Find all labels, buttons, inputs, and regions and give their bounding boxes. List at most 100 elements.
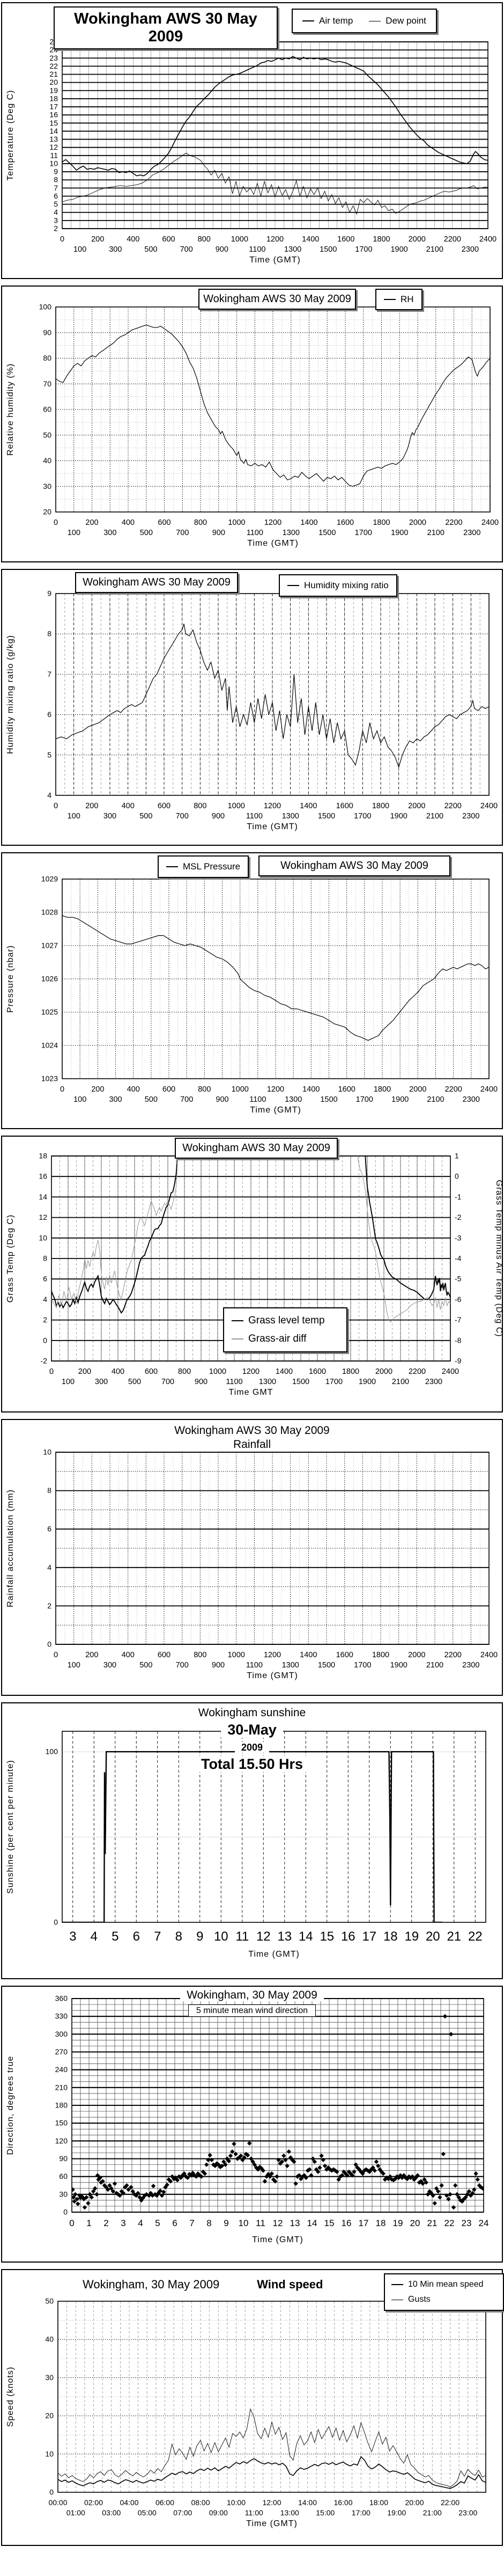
svg-text:14: 14 (49, 127, 58, 135)
svg-text:7: 7 (47, 670, 51, 678)
svg-text:15: 15 (320, 1929, 334, 1944)
svg-text:22: 22 (49, 62, 58, 70)
svg-text:700: 700 (176, 1661, 189, 1670)
svg-text:2000: 2000 (375, 1367, 392, 1376)
svg-text:400: 400 (122, 518, 135, 527)
svg-text:500: 500 (139, 1661, 152, 1670)
wind-speed-chart: 00:00 02:00 04:00 06:00 08:00 10:00 12:00 14:00… (6, 2297, 486, 2528)
svg-text:16: 16 (49, 111, 58, 119)
svg-text:11:00: 11:00 (245, 2508, 263, 2517)
svg-text:500: 500 (139, 812, 152, 821)
svg-text:2100: 2100 (426, 1661, 443, 1670)
svg-text:Time (GMT): Time (GMT) (249, 255, 301, 265)
svg-text:7: 7 (189, 2218, 194, 2228)
svg-text:2300: 2300 (462, 245, 479, 254)
svg-text:1700: 1700 (325, 1378, 343, 1386)
svg-text:200: 200 (78, 1367, 91, 1376)
svg-text:500: 500 (128, 1378, 141, 1386)
svg-text:400: 400 (122, 1651, 135, 1659)
svg-text:-5: -5 (455, 1275, 462, 1283)
chart-date-text: 30-May (221, 1722, 283, 1738)
svg-text:1300: 1300 (282, 1661, 299, 1670)
svg-text:13:00: 13:00 (280, 2508, 299, 2517)
svg-text:16: 16 (341, 1929, 355, 1944)
svg-text:0: 0 (60, 1085, 64, 1094)
svg-text:4: 4 (138, 2218, 143, 2228)
svg-text:600: 600 (162, 235, 175, 244)
svg-text:1800: 1800 (372, 1651, 389, 1659)
svg-text:16: 16 (342, 2218, 352, 2228)
svg-text:1800: 1800 (374, 1085, 391, 1094)
svg-text:-1: -1 (455, 1192, 462, 1201)
svg-text:1300: 1300 (283, 529, 300, 537)
chart-title: Wokingham, 30 May 2009 (2, 1989, 502, 2002)
svg-text:5: 5 (47, 750, 51, 759)
chart-legend: RH (375, 289, 423, 310)
svg-text:30: 30 (43, 482, 51, 491)
svg-text:10: 10 (45, 2449, 54, 2458)
svg-text:4: 4 (47, 1563, 51, 1571)
svg-text:21: 21 (447, 1929, 461, 1944)
svg-text:0: 0 (49, 2488, 54, 2497)
svg-text:1800: 1800 (372, 802, 389, 810)
svg-text:2300: 2300 (463, 1095, 480, 1104)
svg-text:2400: 2400 (480, 1085, 498, 1094)
chart-title-text: Wokingham, 30 May 2009 (83, 2278, 220, 2291)
humidity-mixing-ratio-chart: 0 200 400 600 800 1000 1200 1400 1600 1800 2000 220… (6, 589, 498, 832)
svg-text:100: 100 (62, 1378, 75, 1386)
svg-text:500: 500 (145, 1095, 158, 1104)
svg-text:19: 19 (393, 2218, 403, 2228)
svg-text:17:00: 17:00 (352, 2508, 370, 2517)
svg-text:22: 22 (444, 2218, 455, 2228)
mean-speed-line-swatch (391, 2284, 403, 2285)
svg-text:Time (GMT): Time (GMT) (247, 822, 298, 831)
svg-text:18: 18 (39, 1152, 47, 1160)
svg-text:2400: 2400 (479, 235, 496, 244)
air-temp-line-swatch (302, 20, 314, 21)
svg-text:2: 2 (54, 224, 58, 233)
svg-text:20: 20 (49, 78, 58, 86)
svg-text:Speed (knots): Speed (knots) (6, 2367, 15, 2427)
svg-text:900: 900 (212, 1661, 225, 1670)
svg-text:2: 2 (43, 1315, 47, 1324)
svg-text:90: 90 (59, 2154, 68, 2163)
svg-text:16: 16 (39, 1172, 47, 1181)
svg-text:Time (GMT): Time (GMT) (250, 1106, 301, 1115)
svg-text:16:00: 16:00 (333, 2498, 352, 2507)
svg-text:1700: 1700 (354, 812, 371, 821)
legend-label: 10 Min mean speed (408, 2280, 484, 2289)
svg-text:3: 3 (69, 1929, 76, 1944)
svg-text:300: 300 (103, 529, 116, 537)
svg-text:1023: 1023 (41, 1074, 58, 1083)
svg-text:1029: 1029 (41, 875, 58, 883)
svg-text:04:00: 04:00 (120, 2498, 138, 2507)
svg-text:1900: 1900 (391, 529, 408, 537)
svg-text:200: 200 (85, 518, 98, 527)
svg-text:40: 40 (43, 456, 51, 465)
svg-text:18: 18 (49, 94, 58, 103)
chart-title: Wokingham AWS 30 May 2009 (175, 1138, 338, 1159)
svg-text:7: 7 (154, 1929, 161, 1944)
svg-text:1000: 1000 (231, 235, 248, 244)
legend-label: Grass level temp (248, 1315, 325, 1326)
svg-text:200: 200 (91, 1085, 104, 1094)
legend-label: Dew point (386, 16, 426, 26)
svg-text:2: 2 (47, 1601, 51, 1610)
svg-text:600: 600 (158, 1651, 171, 1659)
svg-text:6: 6 (54, 192, 58, 200)
svg-text:1600: 1600 (338, 1085, 355, 1094)
chart-legend: 10 Min mean speed Gusts (384, 2273, 504, 2311)
svg-text:4: 4 (54, 208, 58, 216)
svg-text:18:00: 18:00 (369, 2498, 388, 2507)
svg-text:1200: 1200 (266, 235, 284, 244)
svg-text:1500: 1500 (320, 245, 337, 254)
svg-text:700: 700 (176, 529, 189, 537)
svg-text:03:00: 03:00 (102, 2508, 121, 2517)
svg-text:1025: 1025 (41, 1008, 58, 1016)
chart-subtitle-text: Wind speed (257, 2278, 323, 2291)
svg-text:12: 12 (256, 1929, 271, 1944)
grass-temp-line-swatch (232, 1320, 243, 1321)
chart-panel-rainfall: 0 200 400 600 800 1000 1200 1400 1600 1800 2000 220… (1, 1419, 503, 1696)
svg-text:0: 0 (49, 1367, 54, 1376)
svg-text:4: 4 (91, 1929, 98, 1944)
